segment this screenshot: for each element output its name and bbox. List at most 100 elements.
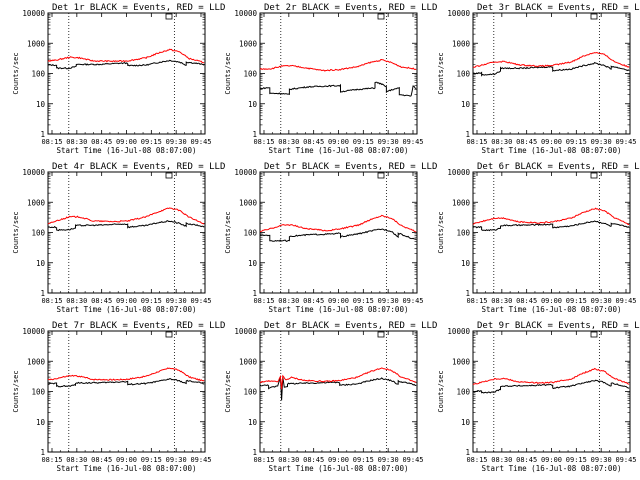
y-axis-label: Counts/sec xyxy=(437,52,445,94)
x-tick-label: 09:00 xyxy=(116,138,137,146)
chart-title: Det 5r BLACK = Events, RED = LLD xyxy=(264,162,437,172)
events-series-line xyxy=(47,220,205,232)
x-tick-label: 08:15 xyxy=(466,138,487,146)
chart-panel-9: Det 9r BLACK = Events, RED = LLD 1 10 100 10… xyxy=(437,321,640,473)
lld-series-line xyxy=(47,48,205,64)
y-tick-label: 10 xyxy=(461,259,471,268)
x-tick-label: 09:45 xyxy=(402,456,423,464)
y-tick-label: 1 xyxy=(252,289,257,298)
x-tick-label: 08:30 xyxy=(491,297,512,305)
corner-marker xyxy=(165,331,173,338)
events-series-line xyxy=(472,61,630,77)
y-tick-label: 100 xyxy=(31,229,45,238)
x-tick-label: 08:15 xyxy=(466,456,487,464)
y-tick-label: 1000 xyxy=(452,357,471,366)
chart-title: Det 7r BLACK = Events, RED = LLD xyxy=(52,321,225,331)
x-tick-label: 09:15 xyxy=(141,456,162,464)
y-tick-label: 100 xyxy=(456,70,470,79)
x-tick-label: 08:15 xyxy=(253,456,274,464)
y-tick-label: 10 xyxy=(36,100,46,109)
chart-panel-2: Det 2r BLACK = Events, RED = LLD 1 10 100 10… xyxy=(224,3,437,155)
x-tick-label: 08:15 xyxy=(466,297,487,305)
x-tick-label: 09:45 xyxy=(190,297,211,305)
plot-frame xyxy=(47,330,206,453)
corner-marker xyxy=(590,13,598,20)
chart-title: Det 4r BLACK = Events, RED = LLD xyxy=(52,162,225,172)
y-tick-label: 1 xyxy=(465,289,470,298)
chart-panel-1: Det 1r BLACK = Events, RED = LLD 1 10 100 10… xyxy=(12,3,225,155)
x-tick-label: 08:30 xyxy=(66,297,87,305)
x-tick-label: 09:15 xyxy=(141,297,162,305)
corner-marker xyxy=(590,331,598,338)
y-tick-label: 1 xyxy=(252,448,257,457)
corner-marker xyxy=(377,13,385,20)
events-series-line xyxy=(472,379,630,394)
x-tick-label: 08:30 xyxy=(278,456,299,464)
x-tick-label: 09:30 xyxy=(378,456,399,464)
y-tick-label: 1 xyxy=(252,130,257,139)
lld-series-line xyxy=(259,58,417,72)
plot-frame xyxy=(472,330,631,453)
plot-frame xyxy=(259,12,418,135)
x-tick-label: 08:15 xyxy=(41,138,62,146)
y-axis-label: Counts/sec xyxy=(224,52,232,94)
x-tick-label: 09:45 xyxy=(615,138,636,146)
chart-title: Det 1r BLACK = Events, RED = LLD xyxy=(52,3,225,13)
lld-series-line xyxy=(47,207,205,225)
x-tick-label: 09:15 xyxy=(353,456,374,464)
y-tick-label: 1000 xyxy=(239,357,258,366)
corner-marker xyxy=(165,13,173,20)
x-tick-label: 08:15 xyxy=(253,297,274,305)
corner-marker xyxy=(165,172,173,179)
x-axis-label: Start Time (16-Jul-08 08:07:00) xyxy=(269,146,409,155)
x-axis-label: Start Time (16-Jul-08 08:07:00) xyxy=(57,146,197,155)
events-series-line xyxy=(259,376,417,401)
x-axis-label: Start Time (16-Jul-08 08:07:00) xyxy=(269,464,409,473)
y-axis-label: Counts/sec xyxy=(12,370,20,412)
chart-panel-8: Det 8r BLACK = Events, RED = LLD 1 10 100 10… xyxy=(224,321,437,473)
x-tick-label: 09:45 xyxy=(402,138,423,146)
x-tick-label: 09:30 xyxy=(591,297,612,305)
y-tick-label: 100 xyxy=(243,388,257,397)
x-tick-label: 09:00 xyxy=(541,138,562,146)
chart-title: Det 6r BLACK = Events, RED = LLD xyxy=(477,162,640,172)
x-tick-label: 09:30 xyxy=(166,138,187,146)
events-series-line xyxy=(472,220,630,232)
y-tick-label: 10 xyxy=(248,100,258,109)
x-axis-label: Start Time (16-Jul-08 08:07:00) xyxy=(57,305,197,314)
x-tick-label: 08:30 xyxy=(491,138,512,146)
x-tick-label: 09:00 xyxy=(328,456,349,464)
y-tick-label: 10000 xyxy=(22,327,45,336)
x-tick-label: 09:30 xyxy=(166,297,187,305)
y-axis-label: Counts/sec xyxy=(224,211,232,253)
x-tick-label: 09:00 xyxy=(328,297,349,305)
y-tick-label: 10000 xyxy=(234,168,257,177)
x-axis-label: Start Time (16-Jul-08 08:07:00) xyxy=(482,146,622,155)
y-tick-label: 10 xyxy=(248,418,258,427)
chart-title: Det 9r BLACK = Events, RED = LLD xyxy=(477,321,640,331)
chart-panel-7: Det 7r BLACK = Events, RED = LLD 1 10 100 10… xyxy=(12,321,225,473)
x-tick-label: 09:00 xyxy=(116,297,137,305)
x-tick-label: 09:30 xyxy=(378,138,399,146)
chart-title: Det 2r BLACK = Events, RED = LLD xyxy=(264,3,437,13)
lld-series-line xyxy=(47,367,205,382)
x-tick-label: 09:15 xyxy=(353,297,374,305)
y-tick-label: 100 xyxy=(456,229,470,238)
plot-frame xyxy=(47,12,206,135)
chart-panel-6: Det 6r BLACK = Events, RED = LLD 1 10 100 10… xyxy=(437,162,640,314)
y-tick-label: 100 xyxy=(456,388,470,397)
lld-series-line xyxy=(259,367,417,390)
x-tick-label: 08:45 xyxy=(303,456,324,464)
y-tick-label: 100 xyxy=(243,70,257,79)
corner-marker xyxy=(377,172,385,179)
y-tick-label: 10000 xyxy=(22,9,45,18)
x-tick-label: 09:45 xyxy=(190,138,211,146)
x-tick-label: 09:30 xyxy=(591,138,612,146)
y-tick-label: 10000 xyxy=(22,168,45,177)
y-tick-label: 1 xyxy=(465,448,470,457)
x-tick-label: 08:30 xyxy=(66,456,87,464)
y-tick-label: 1000 xyxy=(27,198,46,207)
y-tick-label: 10 xyxy=(36,418,46,427)
y-tick-label: 1000 xyxy=(27,357,46,366)
y-tick-label: 100 xyxy=(31,388,45,397)
